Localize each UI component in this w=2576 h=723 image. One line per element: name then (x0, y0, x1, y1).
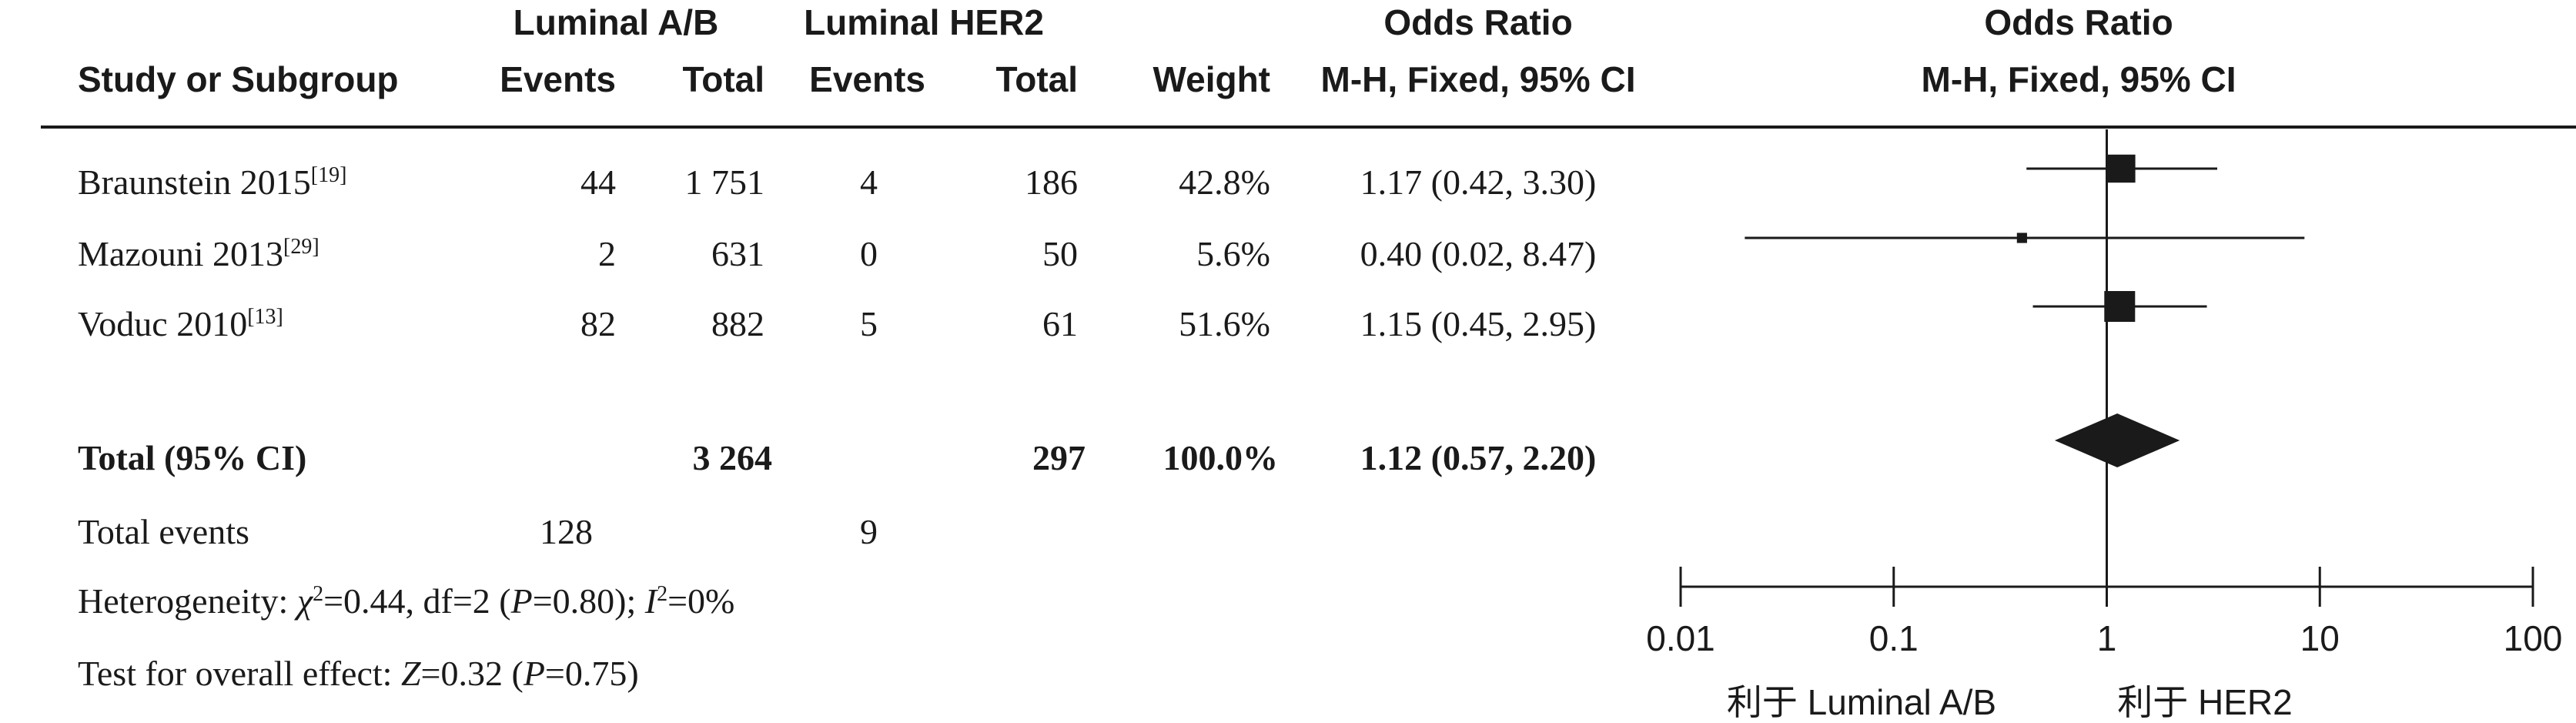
total1-cell: 631 (711, 234, 764, 273)
total-events1: 128 (540, 512, 593, 551)
total1-cell: 882 (711, 304, 764, 343)
p-rest: =0.80); (532, 581, 645, 621)
study-name: Braunstein 2015[19] (78, 165, 346, 200)
tick-label: 1 (2097, 618, 2117, 658)
total2-header: Total (995, 59, 1078, 99)
weight-cell: 5.6% (1196, 234, 1270, 273)
study-column-header: Study or Subgroup (78, 59, 399, 99)
pooled-diamond (2054, 413, 2180, 467)
z-rest: =0.32 ( (420, 654, 524, 693)
p-rest: =0.75) (544, 654, 639, 693)
total2-sum: 297 (1032, 438, 1086, 477)
weight-cell: 51.6% (1179, 304, 1270, 343)
overall-prefix: Test for overall effect: (78, 654, 401, 693)
p-symbol: P (523, 654, 545, 693)
events2-cell: 4 (860, 162, 878, 202)
plot-method-header: M-H, Fixed, 95% CI (1921, 59, 2236, 99)
group1-header: Luminal A/B (513, 2, 719, 42)
tick-label: 0.01 (1646, 618, 1715, 658)
favours-right-label: 利于 HER2 (2117, 682, 2292, 722)
total1-sum: 3 264 (692, 438, 773, 477)
events1-cell: 2 (598, 234, 616, 273)
group2-header: Luminal HER2 (804, 2, 1044, 42)
total-weight: 100.0% (1163, 438, 1279, 477)
heterogeneity-line: Heterogeneity: χ2=0.44, df=2 (P=0.80); I… (78, 581, 735, 621)
tick-label: 0.1 (1869, 618, 1919, 658)
reference-marker: [13] (247, 305, 283, 329)
total-events2: 9 (860, 512, 878, 551)
events2-header: Events (809, 59, 925, 99)
favours-left-label: 利于 Luminal A/B (1727, 682, 1996, 722)
or-ci-cell: 1.17 (0.42, 3.30) (1360, 162, 1597, 202)
total-label: Total (95% CI) (78, 438, 307, 477)
total2-cell: 186 (1025, 162, 1078, 202)
or-column-title: Odds Ratio (1383, 2, 1573, 42)
i-rest: =0% (667, 581, 735, 621)
header-rule (41, 126, 2576, 129)
or-ci-cell: 1.15 (0.45, 2.95) (1360, 304, 1597, 343)
weight-header: Weight (1153, 59, 1270, 99)
effect-square (2016, 233, 2027, 243)
chi-rest: =0.44, df=2 ( (323, 581, 511, 621)
p-symbol: P (510, 581, 533, 621)
plot-title: Odds Ratio (1984, 2, 2173, 42)
events1-cell: 44 (580, 162, 616, 202)
effect-square (2107, 154, 2136, 183)
or-method-header: M-H, Fixed, 95% CI (1320, 59, 1636, 99)
or-ci-cell: 0.40 (0.02, 8.47) (1360, 234, 1597, 273)
weight-cell: 42.8% (1179, 162, 1270, 202)
tick-label: 100 (2504, 618, 2563, 658)
tick-label: 10 (2300, 618, 2340, 658)
events1-header: Events (500, 59, 616, 99)
total2-cell: 50 (1042, 234, 1078, 273)
total-or-ci: 1.12 (0.57, 2.20) (1360, 438, 1597, 477)
events2-cell: 5 (860, 304, 878, 343)
total1-header: Total (682, 59, 764, 99)
events1-cell: 82 (580, 304, 616, 343)
effect-square (2104, 291, 2136, 322)
reference-marker: [29] (283, 235, 319, 259)
heterogeneity-prefix: Heterogeneity: (78, 581, 297, 621)
chi-symbol: χ (296, 581, 313, 621)
study-name: Mazouni 2013[29] (78, 236, 319, 272)
study-name-text: Braunstein 2015 (78, 162, 311, 202)
reference-marker: [19] (310, 163, 347, 187)
study-name: Voduc 2010[13] (78, 306, 283, 342)
total2-cell: 61 (1042, 304, 1078, 343)
overall-effect-line: Test for overall effect: Z=0.32 (P=0.75) (78, 656, 639, 691)
total1-cell: 1 751 (684, 162, 765, 202)
study-name-text: Voduc 2010 (78, 304, 248, 343)
i-symbol: I (644, 581, 657, 621)
study-name-text: Mazouni 2013 (78, 234, 284, 273)
z-symbol: Z (400, 654, 421, 693)
events2-cell: 0 (860, 234, 878, 273)
total-events-label: Total events (78, 512, 249, 551)
